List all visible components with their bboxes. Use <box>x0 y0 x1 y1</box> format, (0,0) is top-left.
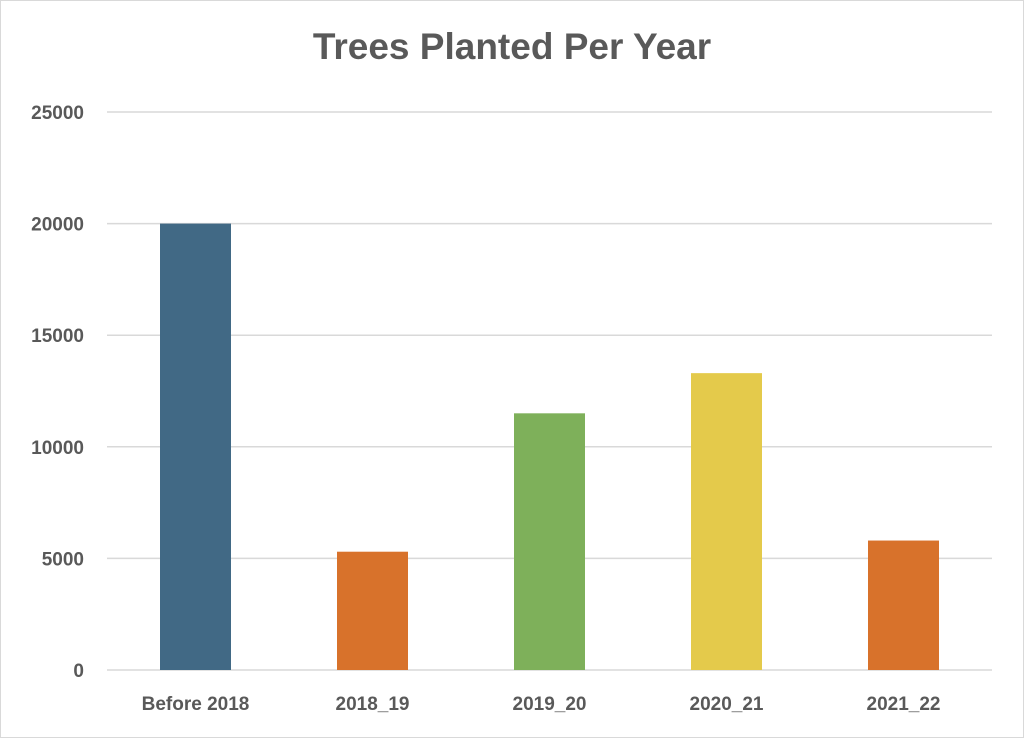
chart-title: Trees Planted Per Year <box>312 26 712 67</box>
x-tick-label: 2019_20 <box>513 694 587 715</box>
x-tick-label: 2020_21 <box>690 694 764 715</box>
bar-2019-20 <box>514 413 585 670</box>
bar-before-2018 <box>160 223 231 670</box>
y-tick-label: 0 <box>73 661 84 682</box>
bar-2018-19 <box>337 551 408 670</box>
x-tick-label: Before 2018 <box>142 694 250 715</box>
bar-2021-22 <box>868 540 939 670</box>
y-tick-label: 25000 <box>31 103 84 124</box>
bar-2020-21 <box>691 373 762 670</box>
y-tick-label: 10000 <box>31 438 84 459</box>
y-tick-label: 20000 <box>31 215 84 236</box>
y-tick-label: 15000 <box>31 326 84 347</box>
y-tick-label: 5000 <box>42 549 84 570</box>
x-tick-label: 2021_22 <box>867 694 941 715</box>
x-tick-label: 2018_19 <box>336 694 410 715</box>
